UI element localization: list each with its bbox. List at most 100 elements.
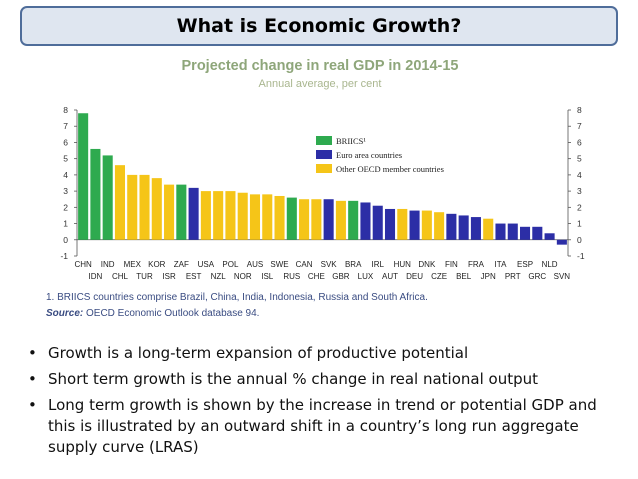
y-tick-label-left: 3 [63,186,68,196]
bar-dnk [421,210,432,240]
x-tick-label: AUT [382,272,398,281]
bar-ita [495,223,506,240]
y-tick-label-right: 6 [577,137,582,147]
y-tick-label-left: 0 [63,235,68,245]
bar-tur [139,174,150,240]
bar-fin [446,213,457,240]
x-tick-label: NOR [234,272,252,281]
x-tick-label: NLD [542,260,558,269]
y-tick-label-right: 4 [577,170,582,180]
slide-title-box: What is Economic Growth? [20,6,618,46]
legend-swatch-oecd [316,164,332,173]
bar-svn [556,239,567,245]
x-tick-label: HUN [394,260,412,269]
y-tick-label-left: -1 [60,251,68,261]
bullet-item: Long term growth is shown by the increas… [26,395,626,458]
slide-title: What is Economic Growth? [176,15,462,37]
x-tick-label: EST [186,272,202,281]
x-tick-label: DNK [418,260,436,269]
y-tick-label-right: 1 [577,219,582,229]
bar-ind [102,155,113,240]
y-tick-label-left: 7 [63,121,68,131]
x-tick-label: KOR [148,260,166,269]
bullet-item: Growth is a long-term expansion of produ… [26,343,626,364]
footnote-source: Source: OECD Economic Outlook database 9… [46,308,259,319]
source-text: OECD Economic Outlook database 94. [83,308,260,319]
legend-label-euro: Euro area countries [336,150,402,160]
x-tick-label: IDN [89,272,103,281]
x-tick-label: DEU [406,272,423,281]
bar-cze [434,212,445,240]
bar-isl [262,194,273,240]
x-tick-label: NZL [211,272,227,281]
bar-lux [360,202,371,240]
x-tick-label: CHN [74,260,92,269]
bar-can [299,199,310,240]
bar-est [188,187,199,240]
legend-swatch-euro [316,150,332,159]
bar-isr [164,184,175,240]
bar-che [311,199,322,240]
y-tick-label-right: 2 [577,202,582,212]
x-tick-label: AUS [247,260,263,269]
x-tick-label: CAN [296,260,313,269]
chart-title: Projected change in real GDP in 2014-15 [181,58,459,74]
legend-label-oecd: Other OECD member countries [336,164,444,174]
y-tick-label-left: 2 [63,202,68,212]
y-tick-label-right: 5 [577,154,582,164]
bar-jpn [483,218,494,240]
bar-chn [78,113,89,240]
y-tick-label-left: 8 [63,105,68,115]
bar-bra [348,200,359,240]
bar-zaf [176,184,187,240]
bar-gbr [335,200,346,240]
bar-idn [90,148,101,240]
x-tick-label: SVK [321,260,338,269]
y-tick-label-left: 5 [63,154,68,164]
x-tick-label: FRA [468,260,485,269]
x-tick-label: IRL [372,260,385,269]
y-tick-label-left: 6 [63,137,68,147]
bar-nld [544,233,555,240]
x-tick-label: GBR [332,272,350,281]
x-tick-label: POL [222,260,239,269]
x-tick-label: ITA [495,260,508,269]
x-tick-label: ISL [261,272,274,281]
bar-usa [200,191,211,240]
gdp-chart: Projected change in real GDP in 2014-15 … [30,56,610,330]
bar-kor [151,178,162,240]
x-tick-label: USA [198,260,215,269]
x-tick-label: BEL [456,272,472,281]
x-tick-label: ZAF [174,260,189,269]
y-tick-label-left: 1 [63,219,68,229]
y-tick-label-right: 0 [577,235,582,245]
x-tick-label: TUR [136,272,153,281]
x-tick-label: FIN [445,260,458,269]
bar-esp [520,226,531,240]
bar-swe [274,195,285,240]
y-tick-label-right: 7 [577,121,582,131]
x-tick-label: RUS [283,272,300,281]
bar-rus [286,197,297,240]
legend-swatch-briics [316,136,332,145]
bar-prt [507,223,518,240]
x-tick-label: GRC [528,272,546,281]
x-tick-label: MEX [124,260,142,269]
x-tick-label: CHE [308,272,325,281]
source-label: Source: [46,308,84,319]
x-tick-label: LUX [358,272,374,281]
x-tick-label: CHL [112,272,129,281]
x-tick-label: IND [101,260,115,269]
x-tick-label: SWE [270,260,288,269]
chart-subtitle: Annual average, per cent [258,78,382,90]
bar-irl [372,205,383,240]
bullet-item: Short term growth is the annual % change… [26,369,626,390]
bar-nor [237,192,248,240]
legend-label-briics: BRIICS¹ [336,136,366,146]
y-tick-label-right: 3 [577,186,582,196]
bar-deu [409,210,420,240]
y-tick-label-left: 4 [63,170,68,180]
x-tick-label: JPN [481,272,496,281]
x-tick-label: CZE [431,272,447,281]
x-tick-label: ESP [517,260,533,269]
